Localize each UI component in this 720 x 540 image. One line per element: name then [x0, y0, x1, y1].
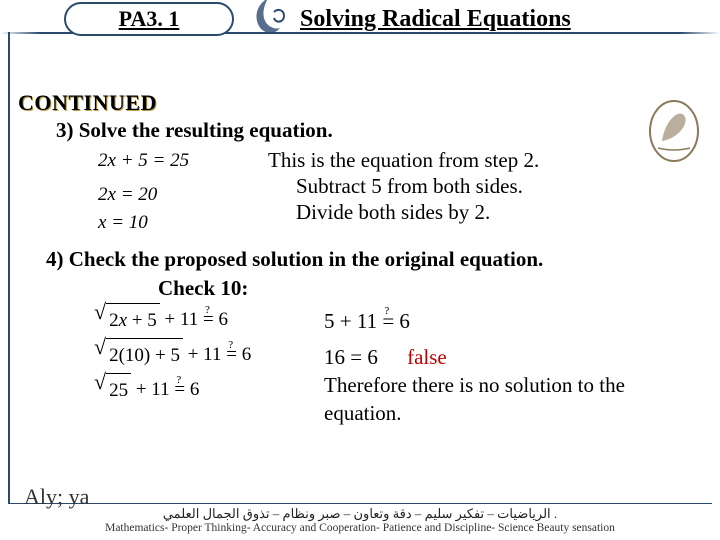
page-title: Solving Radical Equations: [300, 6, 571, 33]
step4-row: √2x + 5 + 11 = 6 √2(10) + 5 + 11 = 6 √25…: [18, 303, 702, 427]
footer: . الرياضيات – تفكير سليم – دقة وتعاون – …: [0, 506, 720, 534]
check-line: √2(10) + 5 + 11 = 6: [94, 338, 324, 373]
lesson-code: PA3. 1: [119, 6, 180, 32]
continued-label: CONTINUED: [18, 90, 702, 116]
main-content: CONTINUED 3) Solve the resulting equatio…: [18, 90, 702, 427]
explain-line: Subtract 5 from both sides.: [268, 173, 642, 199]
eq-line: 2x + 5 = 25: [98, 147, 268, 175]
check-line: √2x + 5 + 11 = 6: [94, 303, 324, 338]
step4-label: 4) Check the proposed solution in the or…: [46, 247, 702, 272]
result-line: 16 = 6 false: [324, 343, 702, 371]
check-line: √25 + 11 = 6: [94, 373, 324, 408]
equation-column: 2x + 5 = 25 2x = 20 x = 10: [98, 147, 268, 237]
step3-row: 2x + 5 = 25 2x = 20 x = 10 This is the e…: [18, 147, 702, 237]
step3-label: 3) Solve the resulting equation.: [56, 118, 702, 143]
ornament-logo-icon: [244, 0, 292, 42]
frame-bottom: [8, 503, 712, 504]
eq-line: 2x = 20: [98, 181, 268, 209]
result-column: 5 + 11 = 6 16 = 6 false Therefore there …: [324, 303, 702, 427]
false-label: false: [407, 345, 447, 369]
result-line: 5 + 11 = 6: [324, 307, 702, 335]
explanation-column: This is the equation from step 2. Subtra…: [268, 147, 702, 237]
eq-line: x = 10: [98, 209, 268, 237]
check-label: Check 10:: [158, 276, 702, 301]
footer-english: Mathematics- Proper Thinking- Accuracy a…: [0, 522, 720, 534]
result-eq: 16 = 6: [324, 345, 378, 369]
lesson-tab: PA3. 1: [64, 2, 234, 36]
check-column: √2x + 5 + 11 = 6 √2(10) + 5 + 11 = 6 √25…: [94, 303, 324, 427]
frame-left: [8, 32, 10, 504]
footer-arabic: . الرياضيات – تفكير سليم – دقة وتعاون – …: [0, 506, 720, 522]
conclusion: Therefore there is no solution to the eq…: [324, 371, 702, 427]
explain-line: This is the equation from step 2.: [268, 147, 642, 173]
explain-line: Divide both sides by 2.: [268, 199, 642, 225]
